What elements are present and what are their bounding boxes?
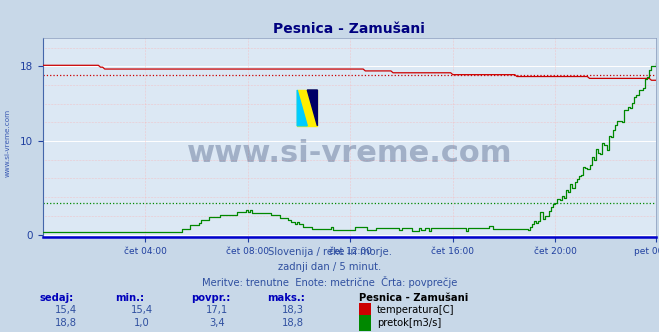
Text: sedaj:: sedaj: (40, 293, 74, 303)
Text: 18,8: 18,8 (55, 318, 77, 328)
Text: 1,0: 1,0 (134, 318, 150, 328)
Text: temperatura[C]: temperatura[C] (377, 305, 455, 315)
Text: www.si-vreme.com: www.si-vreme.com (186, 139, 512, 168)
Text: maks.:: maks.: (267, 293, 304, 303)
Text: Meritve: trenutne  Enote: metrične  Črta: povprečje: Meritve: trenutne Enote: metrične Črta: … (202, 276, 457, 288)
Text: 3,4: 3,4 (210, 318, 225, 328)
Text: pretok[m3/s]: pretok[m3/s] (377, 318, 441, 328)
Text: 15,4: 15,4 (130, 305, 153, 315)
FancyBboxPatch shape (297, 90, 318, 126)
Text: 15,4: 15,4 (55, 305, 77, 315)
Title: Pesnica - Zamušani: Pesnica - Zamušani (273, 22, 425, 36)
Text: Pesnica - Zamušani: Pesnica - Zamušani (359, 293, 469, 303)
Text: min.:: min.: (115, 293, 144, 303)
Text: www.si-vreme.com: www.si-vreme.com (5, 109, 11, 177)
Text: povpr.:: povpr.: (191, 293, 231, 303)
Text: zadnji dan / 5 minut.: zadnji dan / 5 minut. (278, 262, 381, 272)
Text: 17,1: 17,1 (206, 305, 229, 315)
Polygon shape (307, 90, 318, 126)
Text: 18,3: 18,3 (282, 305, 304, 315)
Text: Slovenija / reke in morje.: Slovenija / reke in morje. (268, 247, 391, 257)
Polygon shape (297, 90, 307, 126)
Text: 18,8: 18,8 (282, 318, 304, 328)
